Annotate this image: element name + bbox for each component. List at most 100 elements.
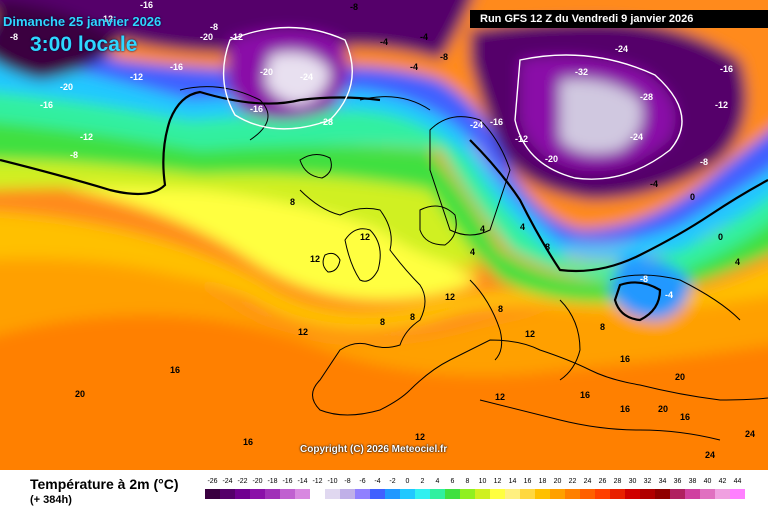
- scale-swatch: [280, 489, 295, 499]
- temperature-value-label: 12: [298, 327, 308, 337]
- temperature-value-label: -24: [630, 132, 643, 142]
- temperature-field: [0, 0, 768, 470]
- temperature-value-label: -24: [615, 44, 628, 54]
- scale-swatch: [535, 489, 550, 499]
- scale-swatch: [625, 489, 640, 499]
- temperature-value-label: 8: [290, 197, 295, 207]
- scale-swatch: [325, 489, 340, 499]
- scale-label: 6: [450, 478, 455, 485]
- temperature-value-label: -16: [170, 62, 183, 72]
- scale-swatch: [355, 489, 370, 499]
- temperature-value-label: -24: [300, 72, 313, 82]
- temperature-value-label: 8: [380, 317, 385, 327]
- scale-label: -26: [207, 478, 218, 485]
- temperature-value-label: -12: [230, 32, 243, 42]
- temperature-value-label: 16: [620, 404, 630, 414]
- temperature-value-label: 8: [410, 312, 415, 322]
- scale-swatch: [595, 489, 610, 499]
- temperature-value-label: 0: [690, 192, 695, 202]
- scale-swatch: [295, 489, 310, 499]
- scale-label: 0: [405, 478, 410, 485]
- temperature-value-label: -4: [380, 37, 388, 47]
- temperature-value-label: 8: [545, 242, 550, 252]
- temperature-value-label: -8: [10, 32, 18, 42]
- scale-swatch: [640, 489, 655, 499]
- scale-swatch: [205, 489, 220, 499]
- temperature-value-label: 12: [495, 392, 505, 402]
- scale-swatch: [715, 489, 730, 499]
- scale-swatch: [220, 489, 235, 499]
- scale-swatch: [610, 489, 625, 499]
- temperature-value-label: -8: [210, 22, 218, 32]
- temperature-value-label: -4: [410, 62, 418, 72]
- temperature-value-label: -24: [470, 120, 483, 130]
- scale-label: -12: [312, 478, 323, 485]
- coastlines: [179, 86, 768, 441]
- scale-swatch: [565, 489, 580, 499]
- scale-swatch: [580, 489, 595, 499]
- temperature-value-label: 12: [445, 292, 455, 302]
- scale-swatch: [340, 489, 355, 499]
- scale-label: -24: [222, 478, 233, 485]
- scale-label: 14: [508, 478, 517, 485]
- temperature-value-label: 8: [498, 304, 503, 314]
- temperature-value-label: -20: [545, 154, 558, 164]
- scale-swatch: [685, 489, 700, 499]
- scale-label: 20: [553, 478, 562, 485]
- legend-title: Température à 2m (°C): [30, 476, 179, 492]
- scale-label: -10: [327, 478, 338, 485]
- scale-label: 30: [628, 478, 637, 485]
- temperature-value-label: -20: [260, 67, 273, 77]
- scale-swatch: [250, 489, 265, 499]
- scale-swatch: [730, 489, 745, 499]
- isotherm-contours: [0, 26, 768, 322]
- temperature-value-label: -28: [320, 117, 333, 127]
- scale-swatch: [400, 489, 415, 499]
- temperature-value-label: -16: [40, 100, 53, 110]
- scale-label: -8: [344, 478, 351, 485]
- scale-swatch: [655, 489, 670, 499]
- scale-swatch: [370, 489, 385, 499]
- temperature-value-label: 20: [658, 404, 668, 414]
- temperature-value-label: 16: [680, 412, 690, 422]
- scale-label: 32: [643, 478, 652, 485]
- scale-label: 8: [465, 478, 470, 485]
- scale-swatch: [550, 489, 565, 499]
- scale-label: 18: [538, 478, 547, 485]
- temperature-value-label: 8: [600, 322, 605, 332]
- scale-label: 10: [478, 478, 487, 485]
- scale-label: -18: [267, 478, 278, 485]
- forecast-date: Dimanche 25 janvier 2026: [3, 14, 162, 29]
- temperature-value-label: 24: [745, 429, 755, 439]
- scale-swatch: [670, 489, 685, 499]
- scale-label: 24: [583, 478, 592, 485]
- temperature-value-label: 24: [705, 450, 715, 460]
- scale-label: 40: [703, 478, 712, 485]
- temperature-value-label: -12: [715, 100, 728, 110]
- scale-swatch: [460, 489, 475, 499]
- scale-label: -2: [389, 478, 396, 485]
- temperature-value-label: 12: [310, 254, 320, 264]
- temperature-value-label: -16: [490, 117, 503, 127]
- temperature-value-label: -12: [80, 132, 93, 142]
- temperature-value-label: -20: [60, 82, 73, 92]
- temperature-value-label: -8: [640, 274, 648, 284]
- temperature-value-label: 16: [243, 437, 253, 447]
- scale-label: -4: [374, 478, 381, 485]
- scale-label: 22: [568, 478, 577, 485]
- scale-label: -6: [359, 478, 366, 485]
- scale-label: 26: [598, 478, 607, 485]
- scale-label: 36: [673, 478, 682, 485]
- scale-swatch: [235, 489, 250, 499]
- scale-label: -22: [237, 478, 248, 485]
- temperature-value-label: -16: [250, 104, 263, 114]
- temperature-value-label: -4: [420, 32, 428, 42]
- temperature-value-label: -20: [200, 32, 213, 42]
- scale-swatch: [505, 489, 520, 499]
- scale-label: 34: [658, 478, 667, 485]
- temperature-value-label: 4: [470, 247, 475, 257]
- scale-swatch: [700, 489, 715, 499]
- temperature-value-label: -28: [640, 92, 653, 102]
- scale-label: -20: [252, 478, 263, 485]
- temperature-value-label: 20: [675, 372, 685, 382]
